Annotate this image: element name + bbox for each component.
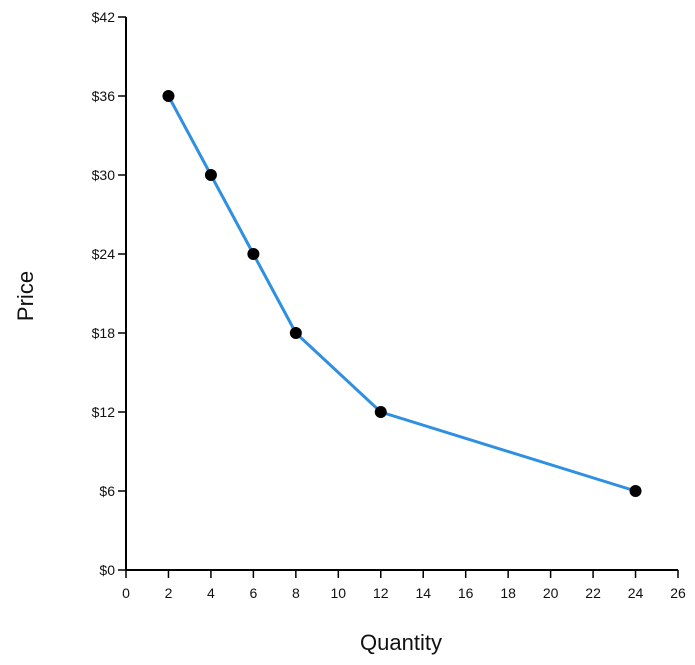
x-axis-title: Quantity (360, 630, 442, 655)
x-tick-label: 4 (207, 585, 215, 601)
x-tick-label: 6 (249, 585, 257, 601)
series-line (166, 94, 638, 493)
x-tick-label: 18 (500, 585, 516, 601)
data-point (289, 327, 302, 339)
x-tick-label: 20 (543, 585, 559, 601)
data-point (162, 90, 175, 102)
y-tick-label: $30 (92, 167, 116, 183)
y-tick-label: $0 (99, 562, 115, 578)
x-tick-label: 8 (292, 585, 300, 601)
y-tick-label: $18 (92, 325, 116, 341)
axes: $0$6$12$18$24$30$36$420 2 4 6 8 10 12 14 16 18 20 2… (92, 9, 686, 601)
x-tick-label: 12 (373, 585, 389, 601)
x-tick-label: 22 (585, 585, 601, 601)
data-point (247, 248, 260, 260)
x-tick-label: 0 (122, 585, 130, 601)
y-tick-label: $36 (92, 88, 116, 104)
x-tick-label: 14 (415, 585, 431, 601)
x-tick-label: 10 (331, 585, 347, 601)
x-tick-label: 2 (165, 585, 173, 601)
x-tick-label: 24 (628, 585, 644, 601)
x-tick-label: 16 (458, 585, 474, 601)
y-axis-title: Price (13, 271, 38, 321)
data-point (374, 406, 387, 418)
y-tick-label: $6 (99, 483, 115, 499)
data-point (629, 485, 642, 497)
data-point (204, 169, 217, 181)
x-tick-label: 26 (670, 585, 686, 601)
y-tick-label: $42 (92, 9, 116, 25)
y-tick-label: $12 (92, 404, 116, 420)
y-tick-label: $24 (92, 246, 116, 262)
series-layer (162, 90, 642, 497)
